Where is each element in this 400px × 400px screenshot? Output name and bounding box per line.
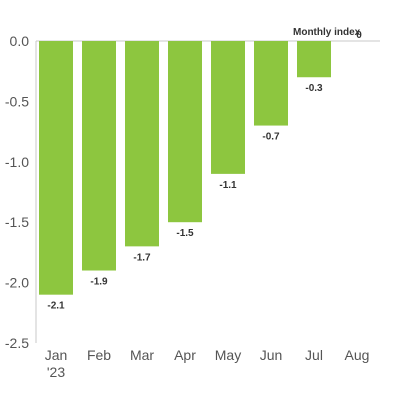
x-tick-label: Jan bbox=[45, 347, 68, 363]
data-label: 0 bbox=[356, 30, 362, 41]
data-label: -0.7 bbox=[262, 132, 280, 143]
data-label: -2.1 bbox=[47, 301, 65, 312]
data-label: -1.7 bbox=[133, 252, 151, 263]
bar-jul bbox=[297, 41, 331, 78]
y-tick-label: -2.0 bbox=[5, 275, 29, 291]
x-tick-label: Mar bbox=[130, 347, 154, 363]
y-tick-label: -0.5 bbox=[5, 93, 29, 109]
data-label: -0.3 bbox=[305, 83, 323, 94]
bar-mar bbox=[125, 41, 159, 247]
bar-apr bbox=[168, 41, 202, 223]
x-tick-label: May bbox=[215, 347, 241, 363]
bar-jan bbox=[39, 41, 73, 295]
y-tick-label: -1.5 bbox=[5, 214, 29, 230]
x-tick-label: Jun bbox=[260, 347, 283, 363]
y-tick-label: -2.5 bbox=[5, 335, 29, 351]
x-tick-label: Feb bbox=[87, 347, 111, 363]
bar-feb bbox=[82, 41, 116, 271]
series-name-label: Monthly index bbox=[293, 27, 361, 38]
bar-may bbox=[211, 41, 245, 174]
x-tick-sublabel: '23 bbox=[47, 364, 65, 380]
y-tick-label: -1.0 bbox=[5, 154, 29, 170]
bar-jun bbox=[254, 41, 288, 126]
x-tick-label: Aug bbox=[345, 347, 370, 363]
data-label: -1.1 bbox=[219, 180, 237, 191]
bars-layer bbox=[39, 41, 331, 295]
labels-layer: -2.1 Jan'23 -1.9 Feb -1.7 Mar -1.5 Apr -1.1 May -0… bbox=[45, 30, 370, 380]
x-tick-label: Apr bbox=[174, 347, 196, 363]
data-label: -1.5 bbox=[176, 228, 194, 239]
y-tick-label: 0.0 bbox=[10, 33, 30, 49]
data-label: -1.9 bbox=[90, 277, 108, 288]
x-tick-label: Jul bbox=[305, 347, 323, 363]
